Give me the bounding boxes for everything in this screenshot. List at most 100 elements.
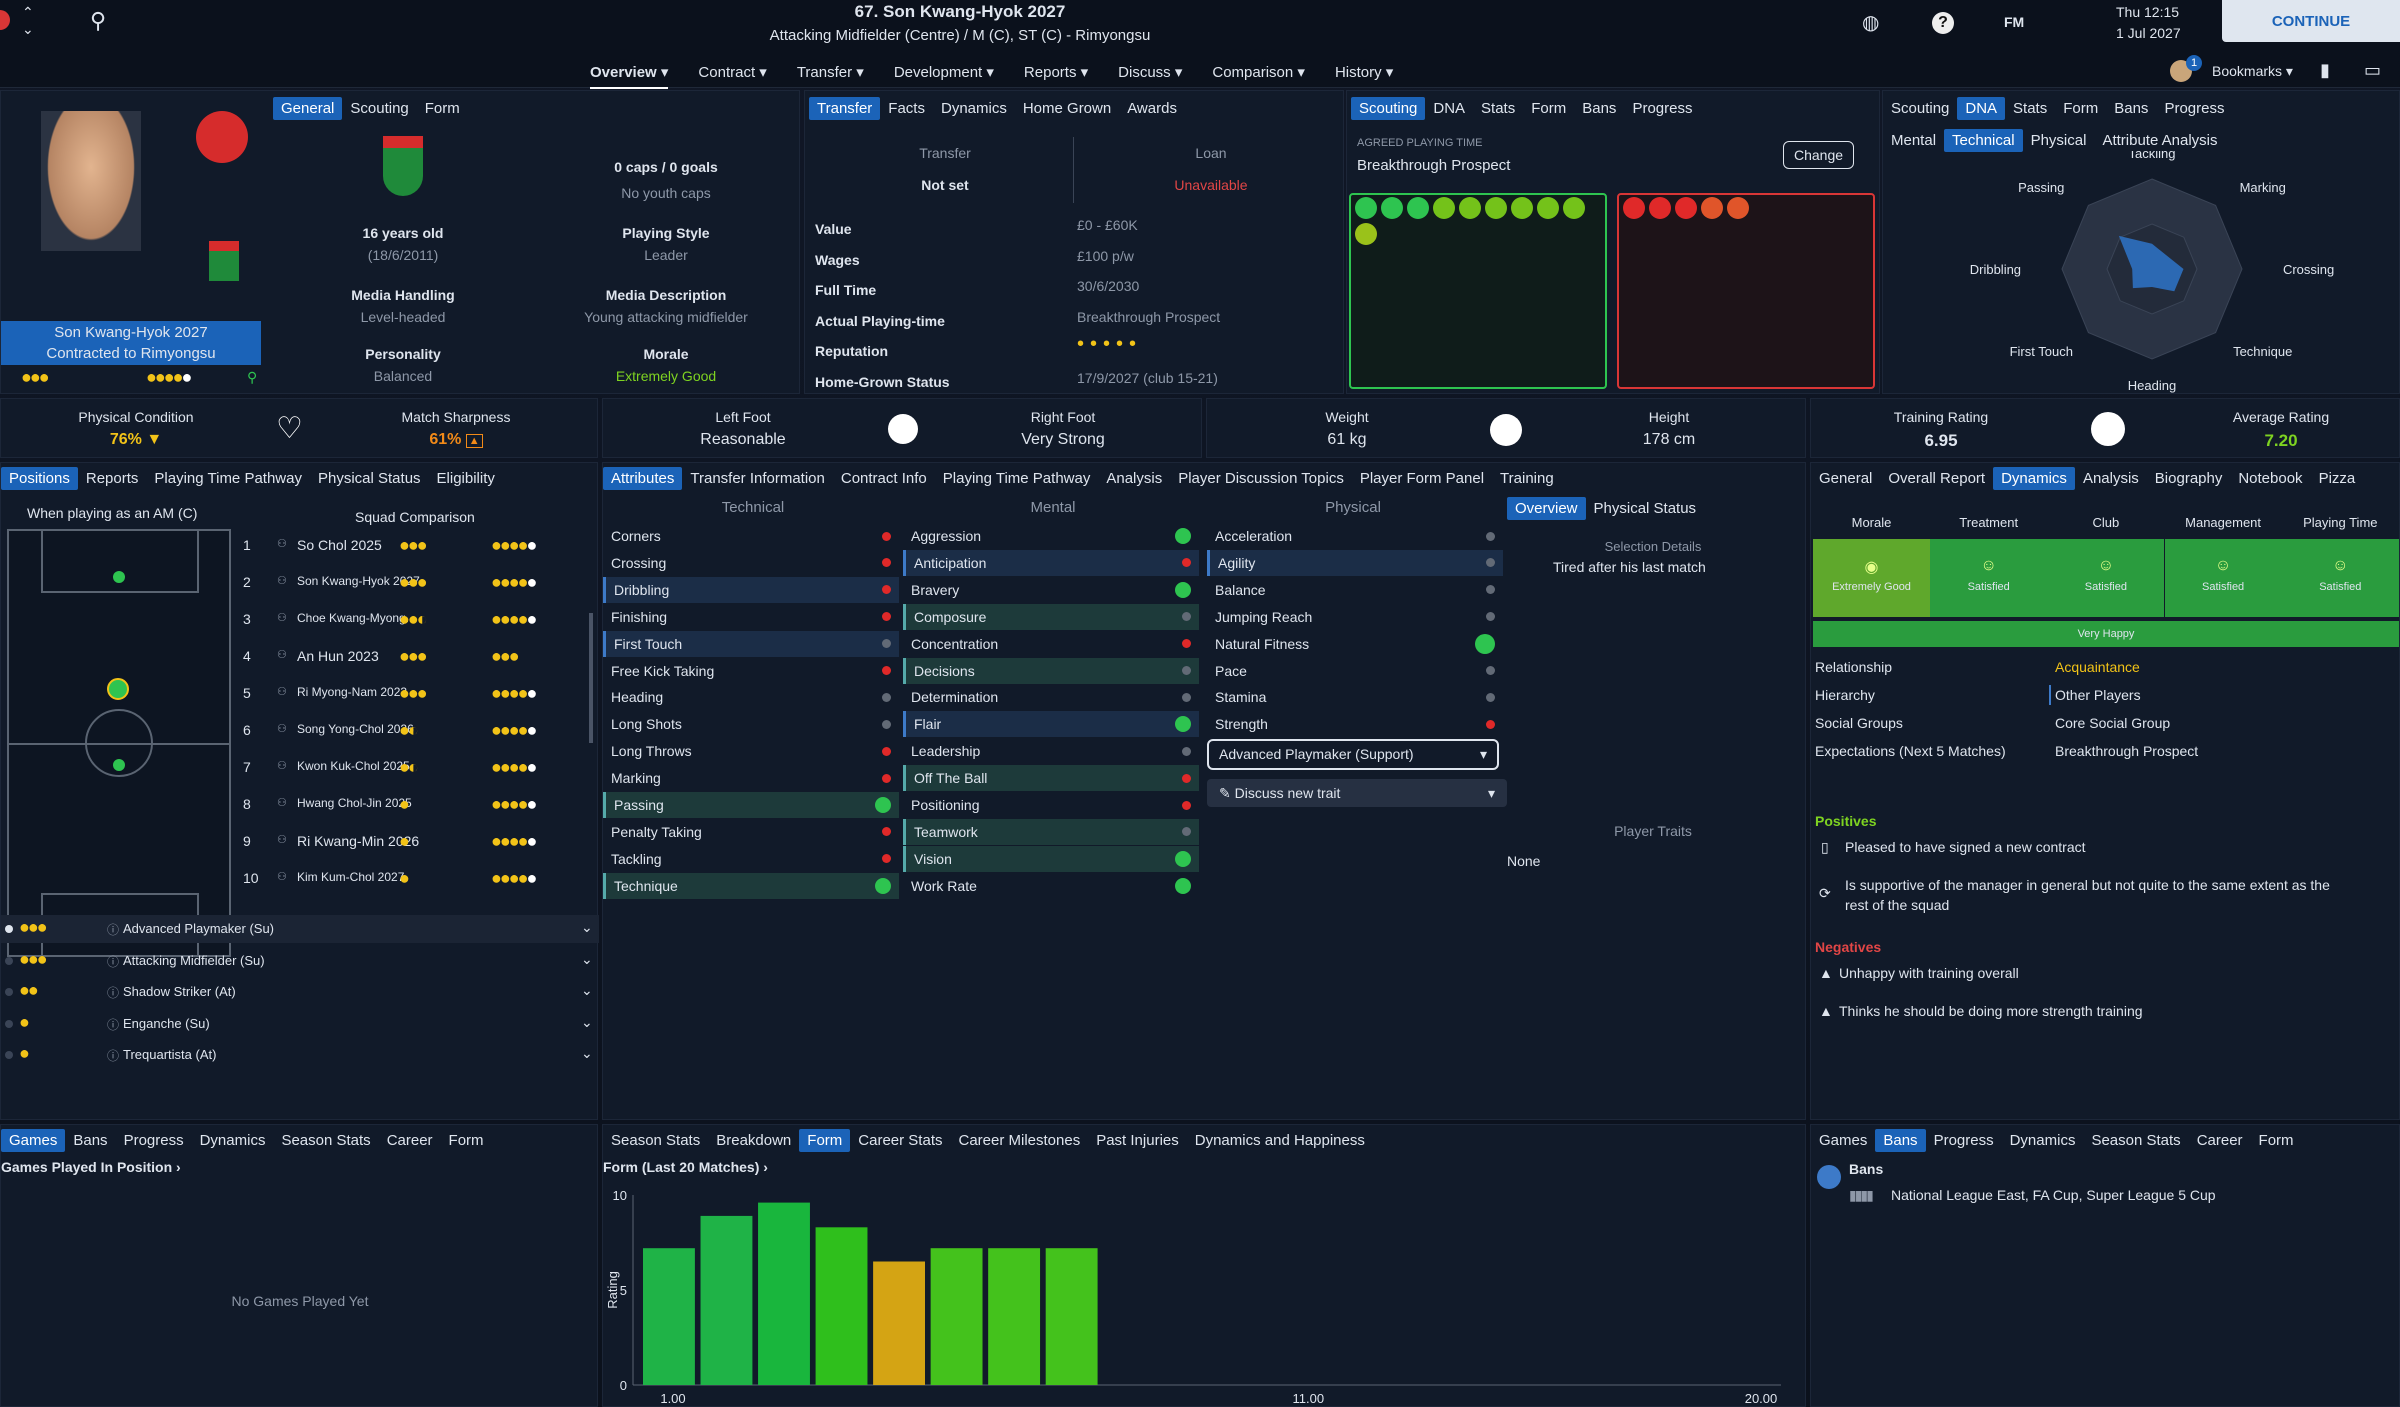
squad-player-name[interactable]: An Hun 2023 — [297, 648, 379, 664]
role-row[interactable] — [1, 978, 599, 1006]
attribute-row[interactable]: Work Rate — [903, 873, 1199, 899]
tab-bans[interactable]: Bans — [1875, 1129, 1926, 1152]
attribute-row[interactable]: Agility — [1207, 549, 1503, 576]
tab-form[interactable]: Form — [799, 1129, 851, 1152]
attribute-row[interactable]: Pace — [1207, 658, 1503, 684]
relationship-value[interactable]: Acquaintance — [2055, 659, 2140, 675]
attribute-row[interactable]: Dribbling — [603, 576, 899, 603]
tab-playing-time-pathway[interactable]: Playing Time Pathway — [154, 470, 302, 487]
role-select[interactable]: Advanced Playmaker (Support) ▾ — [1207, 739, 1499, 770]
tab-home-grown[interactable]: Home Grown — [1022, 100, 1112, 117]
tab-form[interactable]: Form — [424, 100, 460, 117]
tab-analysis[interactable]: Analysis — [1106, 470, 1163, 487]
attribute-row[interactable]: Anticipation — [903, 549, 1199, 576]
attribute-row[interactable]: Free Kick Taking — [603, 658, 899, 684]
help-icon[interactable]: ? — [1932, 12, 1954, 34]
nav-comparison[interactable]: Comparison ▾ — [1212, 64, 1305, 81]
attribute-row[interactable]: Bravery — [903, 577, 1199, 603]
squad-player-name[interactable]: Choe Kwang-Myong... — [297, 611, 416, 625]
nav-history[interactable]: History ▾ — [1334, 64, 1394, 81]
role-radio[interactable] — [5, 925, 13, 933]
position-dot[interactable] — [113, 571, 125, 583]
role-radio[interactable] — [5, 988, 13, 996]
relationship-value[interactable]: Other Players — [2055, 687, 2141, 703]
tab-physical-status[interactable]: Physical Status — [317, 470, 421, 487]
attribute-row[interactable]: Positioning — [903, 792, 1199, 818]
tab-awards[interactable]: Awards — [1127, 100, 1177, 117]
relationship-value[interactable]: Core Social Group — [2055, 715, 2171, 731]
tab-games[interactable]: Games — [1, 1129, 66, 1152]
nav-reports[interactable]: Reports ▾ — [1023, 64, 1089, 81]
discuss-trait-dropdown[interactable]: ✎ Discuss new trait ▾ — [1207, 779, 1507, 807]
tab-general[interactable]: General — [273, 97, 343, 120]
attribute-row[interactable]: Leadership — [903, 738, 1199, 764]
search-icon[interactable]: ⚲ — [90, 8, 107, 33]
selected-position-dot[interactable] — [107, 678, 129, 700]
chevron-down-icon[interactable]: ⌄ — [581, 950, 593, 967]
attribute-row[interactable]: First Touch — [603, 630, 899, 657]
tab-scouting[interactable]: Scouting — [1351, 97, 1426, 120]
tab-attributes[interactable]: Attributes — [603, 467, 683, 490]
chevron-down-icon[interactable]: ⌄ — [581, 1045, 593, 1061]
nav-contract[interactable]: Contract ▾ — [698, 64, 767, 81]
attribute-row[interactable]: Acceleration — [1207, 523, 1503, 549]
squad-player-name[interactable]: So Chol 2025 — [297, 537, 382, 553]
tab-career-milestones[interactable]: Career Milestones — [958, 1132, 1081, 1149]
attribute-row[interactable]: Marking — [603, 765, 899, 791]
tab-season-stats[interactable]: Season Stats — [611, 1132, 701, 1149]
tab-eligibility[interactable]: Eligibility — [436, 470, 495, 487]
tab-form[interactable]: Form — [2258, 1132, 2294, 1149]
tab-progress[interactable]: Progress — [1632, 100, 1693, 117]
tab-transfer[interactable]: Transfer — [809, 97, 881, 120]
attribute-row[interactable]: Technique — [603, 872, 899, 899]
attribute-row[interactable]: Corners — [603, 523, 899, 549]
tab-transfer-information[interactable]: Transfer Information — [690, 470, 825, 487]
role-row[interactable] — [1, 915, 599, 943]
games-played-link[interactable]: Games Played In Position › — [1, 1159, 181, 1175]
tab-biography[interactable]: Biography — [2154, 470, 2223, 487]
attribute-row[interactable]: Strength — [1207, 711, 1503, 737]
tab-career[interactable]: Career — [386, 1132, 433, 1149]
tab-overall-report[interactable]: Overall Report — [1888, 470, 1986, 487]
tab-progress[interactable]: Progress — [123, 1132, 184, 1149]
tab-bans[interactable]: Bans — [2114, 100, 2149, 117]
tab-reports[interactable]: Reports — [85, 470, 139, 487]
attribute-row[interactable]: Vision — [903, 845, 1199, 872]
chevron-down-icon[interactable]: ⌄ — [581, 982, 593, 998]
tab-season-stats[interactable]: Season Stats — [281, 1132, 371, 1149]
tab-playing-time-pathway[interactable]: Playing Time Pathway — [942, 470, 1091, 487]
role-radio[interactable] — [5, 1051, 13, 1059]
scrollbar[interactable] — [589, 613, 593, 743]
tab-positions[interactable]: Positions — [1, 467, 78, 490]
tab-physical-status[interactable]: Physical Status — [1593, 500, 1697, 517]
tab-past-injuries[interactable]: Past Injuries — [1096, 1132, 1179, 1149]
subtab-attribute-analysis[interactable]: Attribute Analysis — [2102, 132, 2218, 149]
tab-dna[interactable]: DNA — [1957, 97, 2006, 120]
tab-dynamics[interactable]: Dynamics — [1993, 467, 2075, 490]
bookmarks-button[interactable]: Bookmarks ▾ — [2212, 63, 2293, 79]
subtab-technical[interactable]: Technical — [1944, 129, 2023, 152]
form-title-link[interactable]: Form (Last 20 Matches) › — [603, 1159, 768, 1175]
tab-form[interactable]: Form — [1531, 100, 1567, 117]
tab-bans[interactable]: Bans — [1582, 100, 1617, 117]
happiness-cell[interactable] — [1930, 539, 2048, 617]
attribute-row[interactable]: Passing — [603, 792, 899, 818]
tab-training[interactable]: Training — [1500, 470, 1554, 487]
tab-season-stats[interactable]: Season Stats — [2091, 1132, 2181, 1149]
continue-button[interactable]: CONTINUE — [2222, 0, 2400, 42]
attribute-row[interactable]: Balance — [1207, 577, 1503, 603]
search-small-icon[interactable]: ⚲ — [247, 369, 258, 385]
attribute-row[interactable]: Heading — [603, 684, 899, 710]
happiness-cell[interactable] — [2047, 539, 2165, 617]
tab-stats[interactable]: Stats — [1481, 100, 1516, 117]
squad-player-name[interactable]: Son Kwang-Hyok 2027 — [297, 574, 420, 588]
attribute-row[interactable]: Composure — [903, 603, 1199, 630]
tab-dna[interactable]: DNA — [1433, 100, 1466, 117]
tab-dynamics[interactable]: Dynamics — [2009, 1132, 2076, 1149]
tab-facts[interactable]: Facts — [888, 100, 925, 117]
tab-progress[interactable]: Progress — [1933, 1132, 1994, 1149]
tab-progress[interactable]: Progress — [2164, 100, 2225, 117]
chevron-down-icon[interactable]: ⌄ — [581, 919, 593, 935]
happiness-cell[interactable] — [1813, 539, 1930, 617]
squad-player-name[interactable]: Ri Myong-Nam 2023 — [297, 685, 408, 699]
